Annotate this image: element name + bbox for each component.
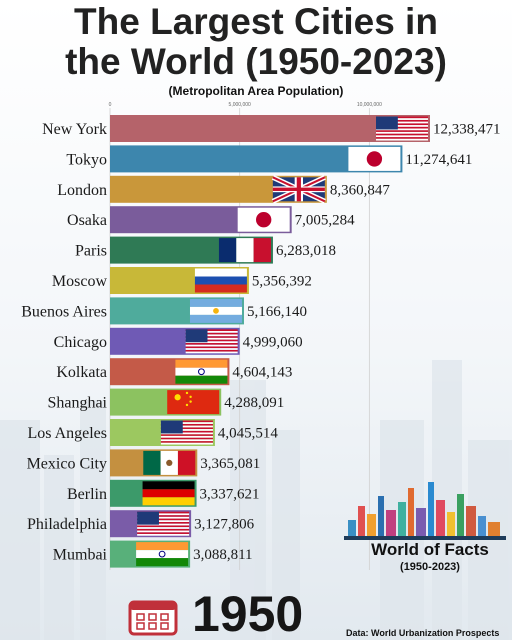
category-label: Philadelphia [27, 516, 107, 533]
value-label: 11,274,641 [405, 152, 472, 168]
chart-title: The Largest Cities in the World (1950-20… [0, 2, 512, 82]
world-of-facts-skyline-icon [344, 482, 506, 540]
value-label: 7,005,284 [295, 213, 356, 229]
flag-de [142, 481, 195, 506]
data-source: Data: World Urbanization Prospects [346, 628, 500, 638]
flag-us [160, 420, 213, 445]
bar-row: Tokyo 11,274,641 [66, 145, 472, 173]
bar-row: Los Angeles 4,045,514 [27, 419, 278, 446]
bar-row: Kolkata 4,604,143 [56, 358, 292, 386]
category-label: Los Angeles [27, 425, 107, 442]
x-tick-label: 5,000,000 [229, 102, 251, 108]
category-label: Kolkata [56, 364, 107, 381]
value-label: 4,288,091 [224, 395, 284, 411]
category-label: Mexico City [27, 455, 107, 472]
value-label: 4,604,143 [232, 365, 292, 381]
category-label: Moscow [52, 273, 108, 290]
bar-row: Shanghai 4,288,091 [47, 388, 284, 416]
value-label: 6,283,018 [276, 243, 336, 259]
brand-name: World of Facts [371, 540, 489, 559]
bar-row: Paris 6,283,018 [75, 236, 336, 264]
calendar-logo-icon [128, 600, 178, 636]
category-label: New York [42, 121, 107, 138]
bar-row: Berlin 3,337,621 [67, 479, 260, 507]
bar-row: New York 12,338,471 [42, 115, 501, 142]
category-label: Osaka [67, 212, 107, 229]
brand-block: World of Facts (1950-2023) [350, 540, 510, 573]
value-label: 8,360,847 [330, 182, 391, 198]
category-label: London [57, 182, 107, 199]
flag-cn [167, 390, 220, 415]
flag-us [376, 116, 428, 141]
value-label: 4,999,060 [243, 334, 303, 350]
flag-us [137, 511, 190, 536]
value-label: 12,338,471 [433, 122, 501, 138]
bar-chart: 0 5,000,000 10,000,000 New York 12,338,471 To… [21, 102, 501, 570]
category-label: Tokyo [66, 151, 107, 168]
category-label: Buenos Aires [21, 303, 107, 320]
value-label: 3,337,621 [200, 486, 260, 502]
flag-jp [237, 207, 290, 232]
value-label: 5,166,140 [247, 304, 307, 320]
value-label: 4,045,514 [218, 426, 278, 442]
flag-ar [189, 298, 242, 323]
flag-gb [271, 175, 326, 204]
year-counter: 1950 [192, 586, 304, 642]
bar-row: Mexico City 3,365,081 [27, 449, 260, 477]
bar-row: Mumbai 3,088,811 [53, 540, 253, 568]
bar-row: London 8,360,847 [57, 175, 391, 204]
bar-row: Osaka 7,005,284 [67, 206, 356, 234]
category-label: Berlin [67, 486, 107, 503]
flag-fr [218, 238, 271, 263]
brand-years: (1950-2023) [400, 561, 460, 573]
flag-jp [348, 146, 401, 171]
chart-subtitle: (Metropolitan Area Population) [168, 84, 344, 98]
flag-in [175, 359, 228, 384]
bar-row: Philadelphia 3,127,806 [27, 510, 255, 538]
bar-row: Moscow 5,356,392 [52, 267, 312, 294]
category-label: Chicago [54, 334, 107, 351]
flag-us [185, 329, 238, 354]
flag-ru [194, 268, 247, 293]
category-label: Mumbai [53, 547, 108, 564]
x-tick-label: 0 [109, 102, 112, 108]
value-label: 3,088,811 [193, 547, 252, 563]
flag-in [136, 542, 189, 567]
category-label: Shanghai [47, 395, 107, 412]
category-label: Paris [75, 243, 107, 260]
value-label: 3,365,081 [200, 456, 260, 472]
bar-row: Chicago 4,999,060 [54, 327, 303, 355]
x-tick-label: 10,000,000 [357, 102, 382, 108]
flag-mx [143, 450, 196, 475]
title-line-1: The Largest Cities in [74, 1, 438, 42]
title-line-2: the World (1950-2023) [65, 41, 447, 82]
value-label: 3,127,806 [194, 517, 255, 533]
value-label: 5,356,392 [252, 274, 312, 290]
bar-row: Buenos Aires 5,166,140 [21, 297, 307, 325]
